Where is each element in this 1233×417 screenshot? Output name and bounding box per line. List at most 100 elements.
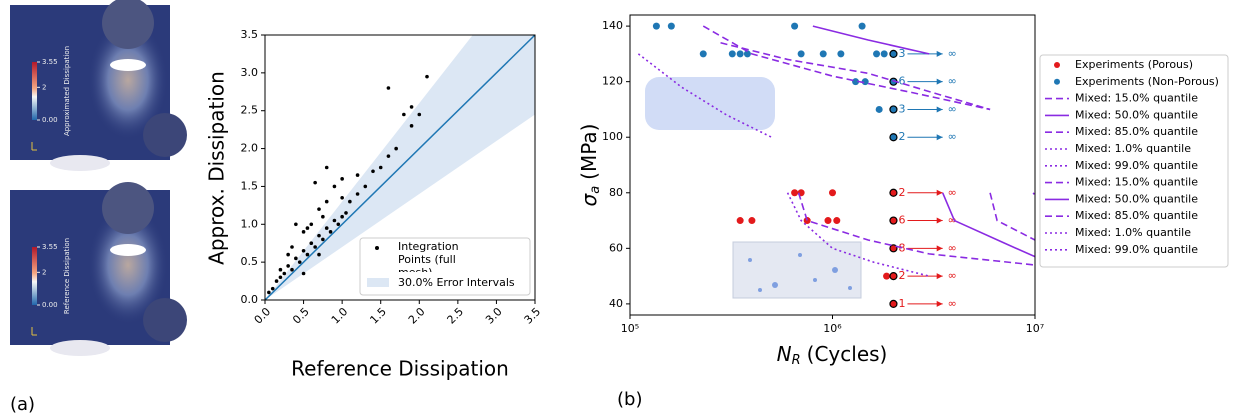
y-tick-label: 3.5 (241, 28, 259, 41)
unit: (MPa) (577, 124, 601, 180)
data-point (386, 86, 391, 90)
y-tick-label: 2.0 (241, 142, 259, 155)
legend-entry: 30.0% Error Intervals (398, 276, 515, 289)
runout-symbol: ∞ (948, 130, 957, 143)
panel-label: (b) (617, 389, 642, 410)
data-point (736, 217, 744, 225)
data-point (301, 248, 306, 253)
data-point (699, 50, 707, 58)
data-point (282, 271, 287, 276)
colorbar-label: Reference Dissipation (63, 238, 71, 314)
arrow-head (936, 106, 943, 113)
panel-label: (a) (10, 394, 35, 415)
legend-entry: Mixed: 99.0% quantile (1075, 159, 1198, 172)
runout-symbol: ∞ (948, 297, 957, 310)
y-tick-label: 120 (602, 75, 623, 88)
data-point (317, 252, 321, 257)
plot-area: 2 ∞6 ∞8 ∞2 ∞1 ∞3 ∞6 ∞3 ∞2 ∞ (637, 22, 1035, 310)
data-point (290, 267, 294, 272)
inclusion (50, 155, 110, 171)
data-point (290, 245, 294, 249)
legend-entry: Mixed: 85.0% quantile (1075, 125, 1198, 138)
data-point (875, 105, 883, 113)
quantile-line (786, 192, 930, 277)
y-tick-label: 0.5 (241, 255, 259, 268)
data-point (883, 272, 891, 280)
identity-line (265, 35, 535, 300)
data-point (301, 230, 306, 234)
runout-point (889, 244, 898, 253)
data-point (833, 217, 841, 225)
dissipation-glow (88, 205, 168, 325)
y-tick-label: 1.5 (241, 179, 259, 192)
data-point (873, 50, 881, 58)
pores (748, 253, 852, 292)
axes-triad (31, 142, 37, 151)
legend-entry: Mixed: 1.0% quantile (1075, 226, 1191, 239)
data-point (652, 22, 660, 30)
runout-symbol: ∞ (948, 241, 957, 254)
colorbar-tick-label: 3.55 (42, 243, 58, 251)
data-point (305, 226, 310, 230)
data-point (321, 214, 325, 219)
data-point (340, 214, 344, 219)
runout-count: 1 (898, 297, 905, 310)
plot-area (265, 35, 535, 300)
legend-marker (1054, 78, 1060, 85)
quantile-line (797, 192, 1035, 266)
runout-count: 2 (898, 130, 905, 143)
arrow-head (936, 300, 943, 307)
data-point (340, 177, 344, 181)
data-point (409, 124, 414, 128)
inclusion (50, 340, 110, 356)
data-point (417, 112, 422, 117)
runout-point (889, 188, 898, 197)
data-point (309, 222, 314, 227)
data-point (791, 189, 799, 197)
data-point (819, 50, 827, 58)
legend-marker (1054, 62, 1060, 68)
data-point (344, 211, 348, 215)
runout-symbol: ∞ (948, 186, 957, 199)
runout-symbol: ∞ (948, 214, 957, 227)
data-point (332, 184, 337, 189)
y-tick-label: 80 (609, 186, 623, 199)
data-point (858, 22, 866, 30)
subscript: a (588, 186, 603, 194)
data-point (667, 22, 675, 30)
x-axis-label: NR (Cycles) (777, 342, 888, 368)
arrow-head (936, 134, 943, 141)
y-tick-label: 1.0 (241, 217, 259, 230)
runout-point (889, 105, 898, 114)
x-tick-label: 3.0 (483, 305, 505, 327)
specimen-inset (645, 77, 775, 130)
colorbar-tick-label: 0.00 (42, 301, 58, 309)
quantile-line (989, 192, 1035, 241)
symbol: N (777, 342, 792, 366)
axes-triad (31, 327, 37, 336)
data-point (332, 218, 337, 223)
data-point (371, 169, 375, 174)
data-point (313, 245, 317, 249)
contour-image: 3.55 2 0.00 Approximated Dissipation (10, 0, 187, 171)
x-tick-label: 1.5 (367, 305, 389, 327)
legend-entry: Mixed: 50.0% quantile (1075, 108, 1198, 121)
inclusion (102, 182, 154, 234)
quantile-line (812, 25, 930, 55)
runout-symbol: ∞ (948, 102, 957, 115)
y-tick-label: 40 (609, 297, 623, 310)
runout-symbol: ∞ (948, 47, 957, 60)
hole (110, 59, 146, 71)
data-point (852, 78, 860, 86)
runout-symbol: ∞ (948, 75, 957, 88)
data-point (743, 50, 751, 58)
data-point (861, 78, 869, 86)
colorbar (32, 247, 37, 305)
y-axis-label: σa (MPa) (577, 124, 603, 207)
data-point (803, 217, 811, 225)
legend-entry: Experiments (Porous) (1075, 58, 1193, 71)
x-tick-label: 0.0 (252, 305, 274, 327)
runout-count: 6 (898, 75, 905, 88)
legend-entry: Mixed: 50.0% quantile (1075, 192, 1198, 205)
porous-specimen-inset (732, 241, 862, 299)
